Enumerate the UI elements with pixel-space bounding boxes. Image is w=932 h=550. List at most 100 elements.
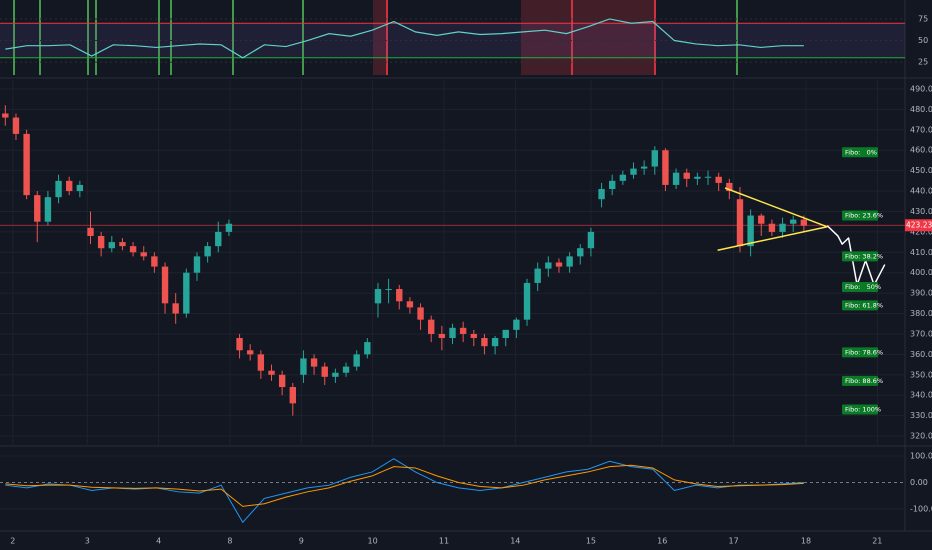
candle-body xyxy=(193,256,201,273)
candle-body xyxy=(12,117,20,134)
macd-tick-label: 100.00 xyxy=(910,452,932,461)
candle-body xyxy=(555,262,563,267)
candle-body xyxy=(491,338,499,347)
candle-body xyxy=(268,370,275,375)
y-tick-label: 410.00 xyxy=(910,248,932,257)
rsi-tick-label: 25 xyxy=(918,58,928,67)
y-tick-label: 370.00 xyxy=(910,329,932,338)
x-tick-label: 15 xyxy=(586,537,596,546)
candle-body xyxy=(332,372,339,377)
last-price-tag xyxy=(905,219,932,232)
candle-body xyxy=(129,246,137,253)
fibo-label-box xyxy=(842,251,878,262)
x-tick-label: 18 xyxy=(801,537,811,546)
candle-body xyxy=(119,242,126,247)
candle-body xyxy=(204,246,211,257)
fibo-label: Fibo: 100% xyxy=(845,405,881,413)
candle-body xyxy=(619,174,627,181)
y-tick-label: 350.00 xyxy=(910,370,932,379)
signal-zone xyxy=(521,0,655,75)
candle-body xyxy=(140,252,147,257)
candle-body xyxy=(247,350,254,355)
fibo-label-box xyxy=(842,300,878,311)
candle-body xyxy=(758,215,765,224)
fibo-label: Fibo: 78.6% xyxy=(845,348,883,356)
fibo-label-box xyxy=(842,281,878,292)
x-tick-label: 14 xyxy=(510,537,520,546)
candle-body xyxy=(161,266,169,304)
fibo-label: Fibo: 50% xyxy=(845,283,881,291)
candle-body xyxy=(236,338,243,351)
y-tick-label: 360.00 xyxy=(910,350,932,359)
candle-body xyxy=(225,223,233,232)
y-tick-label: 470.00 xyxy=(910,125,932,134)
y-tick-label: 450.00 xyxy=(910,166,932,175)
fibo-label: Fibo: 0% xyxy=(845,148,877,156)
candle-body xyxy=(566,256,573,267)
y-tick-label: 320.00 xyxy=(910,432,932,441)
candle-body xyxy=(523,282,531,320)
fibo-label: Fibo: 38.2% xyxy=(845,252,883,260)
rsi-tick-label: 75 xyxy=(918,14,928,23)
trendline xyxy=(717,226,828,251)
candle-body xyxy=(353,354,360,367)
candle-body xyxy=(76,184,84,192)
candle-body xyxy=(672,172,680,185)
rsi-line xyxy=(5,18,804,59)
y-tick-label: 390.00 xyxy=(910,289,932,298)
fibo-label-box xyxy=(842,210,878,221)
candle-body xyxy=(715,176,722,183)
candle-body xyxy=(534,268,541,283)
candle-body xyxy=(257,354,265,371)
candle-body xyxy=(747,215,754,247)
x-tick-label: 2 xyxy=(10,537,15,546)
candle-body xyxy=(55,180,62,198)
candle-body xyxy=(704,176,712,178)
candle-body xyxy=(470,333,477,339)
candle-body xyxy=(545,262,552,269)
candle-body xyxy=(406,301,414,308)
y-tick-label: 480.00 xyxy=(910,105,932,114)
y-tick-label: 430.00 xyxy=(910,207,932,216)
fibo-label-box xyxy=(842,375,878,386)
candle-body xyxy=(662,150,669,185)
candle-body xyxy=(2,113,9,118)
candle-body xyxy=(87,227,94,236)
rsi-signals xyxy=(13,0,738,75)
x-tick-label: 16 xyxy=(657,537,667,546)
candle-body xyxy=(577,248,584,257)
y-tick-label: 340.00 xyxy=(910,391,932,400)
candle-body xyxy=(694,176,701,179)
last-price-label: 423.23 xyxy=(906,220,932,229)
candle-body xyxy=(587,231,595,249)
x-tick-label: 10 xyxy=(368,537,378,546)
candle-body xyxy=(417,307,424,320)
candle-body xyxy=(183,272,190,314)
candle-body xyxy=(396,289,403,302)
candle-body xyxy=(779,223,786,232)
candle-body xyxy=(683,172,690,179)
candle-body xyxy=(598,189,605,200)
candle-body xyxy=(736,199,744,247)
candle-body xyxy=(364,342,371,355)
y-tick-label: 490.00 xyxy=(910,84,932,93)
y-tick-label: 460.00 xyxy=(910,146,932,155)
candle-body xyxy=(34,195,41,222)
candle-body xyxy=(374,289,382,304)
candle-body xyxy=(640,166,648,169)
candle-body xyxy=(481,338,488,347)
fibo-label-box xyxy=(842,147,878,158)
x-tick-label: 3 xyxy=(85,537,90,546)
candle-body xyxy=(151,256,158,267)
x-tick-label: 11 xyxy=(439,537,449,546)
macd-tick-label: 0.00 xyxy=(910,478,928,487)
candle-body xyxy=(726,182,733,192)
x-tick-label: 4 xyxy=(156,537,161,546)
candle-body xyxy=(502,329,509,339)
x-tick-label: 21 xyxy=(872,537,882,546)
candle-body xyxy=(428,319,435,334)
y-tick-label: 440.00 xyxy=(910,187,932,196)
candle-body xyxy=(790,219,797,224)
